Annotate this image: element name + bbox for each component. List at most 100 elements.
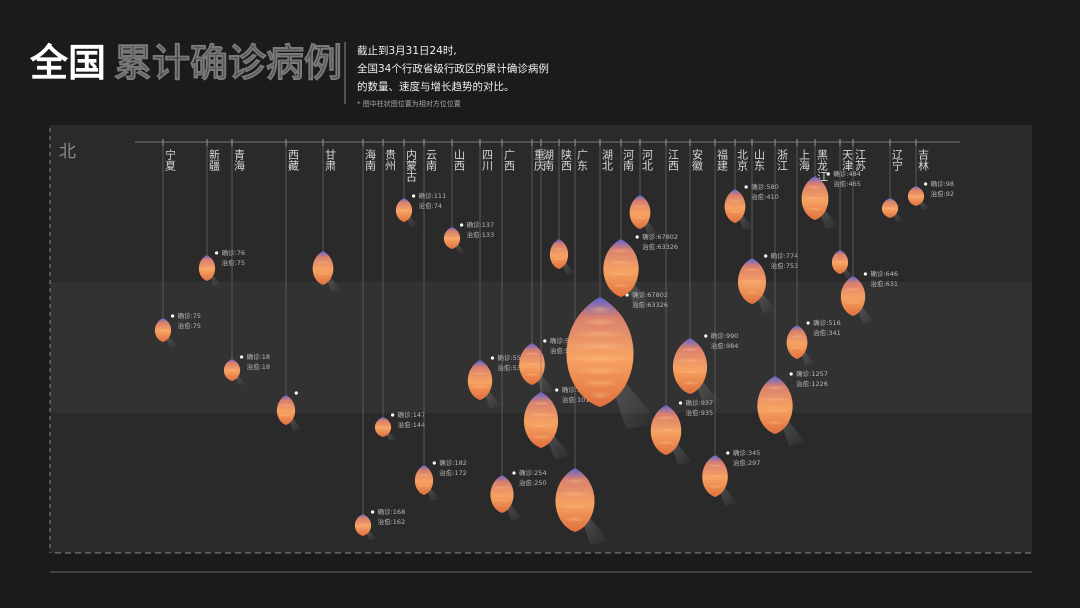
confirmed-value: 484: [848, 170, 860, 178]
value-label: 确诊:646: [870, 269, 898, 278]
label-dot: [543, 339, 547, 343]
north-label: 北: [59, 142, 76, 162]
value-label: 治愈:410: [751, 192, 779, 201]
value-label: 治愈:74: [419, 201, 442, 210]
lantern-ring: [801, 196, 829, 200]
lantern-ring: [563, 516, 587, 522]
province-label: 浙江: [776, 149, 789, 171]
value-label-prefix: 治愈:: [497, 363, 512, 372]
value-label: 确诊:67802: [642, 232, 678, 241]
label-dot: [635, 235, 639, 239]
lantern-body: [414, 465, 434, 495]
cured-value: 92: [946, 190, 954, 198]
value-label: 治愈:75: [178, 321, 201, 330]
lantern-ring: [578, 378, 622, 387]
province-label: 黑龙江: [816, 149, 829, 182]
confirmed-value: 990: [726, 332, 738, 340]
value-label-prefix: 确诊:: [813, 318, 828, 327]
confirmed-value: 75: [193, 312, 201, 320]
label-dot: [412, 194, 416, 198]
lantern: [523, 392, 572, 460]
lantern-ring: [680, 380, 700, 386]
label-dot: [240, 355, 244, 359]
lantern-ring: [567, 353, 633, 363]
province-label: 河北: [641, 149, 654, 171]
confirmed-value: 1257: [811, 370, 828, 378]
cured-value: 172: [455, 469, 467, 477]
value-label: 治愈:536: [497, 363, 525, 372]
province-label: 广西: [503, 149, 516, 171]
label-dot: [764, 254, 768, 258]
value-label-prefix: 确诊:: [497, 353, 512, 362]
cured-value: 18: [262, 363, 270, 371]
province-label: 云南: [425, 149, 438, 171]
lantern-ring: [199, 266, 215, 270]
lantern-body: [757, 376, 793, 434]
lantern-ring: [588, 390, 612, 400]
cured-value: 250: [534, 479, 546, 487]
title-light: 累计确诊病例: [114, 41, 342, 85]
confirmed-value: 580: [766, 183, 778, 191]
value-label-prefix: 确诊:: [419, 191, 434, 200]
lantern-ring: [314, 272, 332, 276]
value-label-prefix: 确诊:: [178, 311, 193, 320]
label-dot: [432, 461, 436, 465]
lantern-ring: [531, 400, 551, 406]
lantern-ring: [842, 301, 864, 305]
lantern: [276, 395, 303, 431]
lantern-ring: [764, 420, 786, 425]
lantern-body: [603, 239, 639, 297]
lantern: [629, 195, 659, 236]
value-label: 确诊:98: [931, 179, 954, 188]
lantern: [757, 376, 807, 446]
value-label-prefix: 确诊:: [562, 385, 577, 394]
value-label-prefix: 治愈:: [813, 328, 828, 337]
lantern-ring: [832, 260, 848, 264]
cured-value: 63326: [647, 301, 668, 309]
value-label: 治愈:1014: [562, 395, 594, 404]
value-label: 确诊:580: [751, 182, 779, 191]
lantern-ring: [742, 267, 762, 272]
lantern-ring: [738, 279, 766, 283]
value-label-prefix: 治愈:: [439, 468, 454, 477]
province-label: 江苏: [854, 149, 867, 172]
label-dot: [171, 314, 175, 318]
lantern-body: [629, 195, 651, 229]
province-label: 天津: [841, 149, 854, 171]
value-label: 确诊:516: [813, 318, 841, 327]
value-label-prefix: 治愈:: [751, 192, 766, 201]
value-label-prefix: 确诊:: [439, 458, 454, 467]
value-label: 确诊:111: [419, 191, 447, 200]
confirmed-value: 98: [946, 180, 954, 188]
title: 全国: [29, 41, 106, 85]
note: * 图中柱状图位置为相对方位位置: [357, 99, 461, 108]
cured-value: 935: [701, 409, 713, 417]
label-dot: [806, 321, 810, 325]
lantern-ring: [706, 463, 724, 468]
lantern-body: [555, 468, 595, 532]
label-dot: [726, 451, 730, 455]
lantern: [154, 318, 178, 347]
province-label: 青海: [233, 149, 246, 172]
value-label: 确诊:76: [222, 248, 245, 257]
lantern-body: [276, 395, 296, 425]
value-label: 确诊:552: [497, 353, 525, 362]
description: 的数量、速度与增长趋势的对比。: [357, 80, 515, 93]
lantern: [702, 455, 738, 506]
province-label: 新疆: [208, 148, 221, 171]
value-label-prefix: 治愈:: [178, 321, 193, 330]
province-label: 辽宁: [891, 149, 904, 171]
confirmed-value: 182: [455, 459, 467, 467]
lantern-body: [724, 189, 746, 223]
province-label: 山东: [753, 149, 766, 171]
value-label: 治愈:984: [711, 341, 739, 350]
value-label: 确诊:1257: [796, 369, 828, 378]
cured-value: 63326: [657, 243, 678, 251]
lantern-ring: [523, 372, 541, 377]
cured-value: 162: [393, 518, 405, 526]
value-label: 治愈:172: [439, 468, 467, 477]
cured-value: 133: [482, 231, 494, 239]
label-dot: [215, 251, 219, 255]
province-label: 福建: [716, 148, 729, 172]
cured-value: 1226: [811, 380, 828, 388]
